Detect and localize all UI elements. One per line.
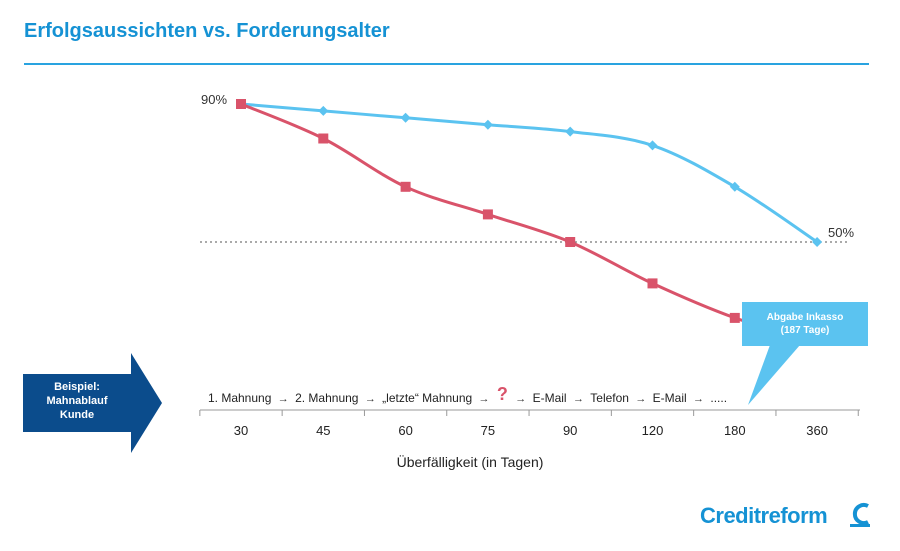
arrow-right-icon: → xyxy=(635,393,647,405)
example-label-line: Mahnablauf xyxy=(46,395,108,407)
process-step: Telefon xyxy=(590,391,629,405)
data-point-square xyxy=(482,209,493,220)
arrow-right-icon: → xyxy=(364,393,376,405)
process-step: E-Mail xyxy=(652,391,687,405)
data-point-diamond xyxy=(318,105,329,116)
x-axis-title: Überfälligkeit (in Tagen) xyxy=(396,454,544,470)
data-point-diamond xyxy=(400,112,411,123)
data-point-square xyxy=(647,278,658,289)
title-divider xyxy=(24,63,869,65)
process-step: „letzte“ Mahnung xyxy=(382,391,473,405)
data-point-diamond xyxy=(812,237,823,247)
arrow-right-icon: → xyxy=(478,393,490,405)
arrow-right-icon: → xyxy=(693,393,705,405)
x-tick-label: 360 xyxy=(806,423,828,438)
process-step: E-Mail xyxy=(532,391,567,405)
data-point-square xyxy=(729,312,740,323)
series-line xyxy=(240,102,818,244)
x-tick-label: 120 xyxy=(642,423,664,438)
x-tick-label: 75 xyxy=(481,423,495,438)
series-line xyxy=(240,102,788,334)
data-point-diamond xyxy=(565,126,576,137)
brand-logo: Creditreform xyxy=(700,503,828,528)
x-tick-label: 45 xyxy=(316,423,330,438)
process-step: 2. Mahnung xyxy=(295,391,359,405)
callout-line: (187 Tage) xyxy=(780,325,830,336)
x-tick-label: 180 xyxy=(724,423,746,438)
page-title: Erfolgsaussichten vs. Forderungsalter xyxy=(24,20,390,42)
dunning-process: 1. Mahnung → 2. Mahnung → „letzte“ Mahnu… xyxy=(208,384,728,407)
callout-line: Abgabe Inkasso xyxy=(766,312,844,323)
example-label-line: Kunde xyxy=(59,409,95,421)
data-point-square xyxy=(318,133,329,144)
example-label-line: Beispiel: xyxy=(54,381,100,393)
data-point-square xyxy=(565,237,576,247)
arrow-right-icon: → xyxy=(515,393,527,405)
x-tick-label: 60 xyxy=(398,423,412,438)
creditreform-mark-icon xyxy=(850,503,870,527)
example-arrow-shape xyxy=(23,353,162,453)
annotation-end-value: 50% xyxy=(828,225,855,240)
arrow-right-icon: → xyxy=(572,393,584,405)
data-point-diamond xyxy=(482,119,493,130)
data-point-square xyxy=(400,181,411,192)
annotation-top-value: 90% xyxy=(201,92,228,107)
question-mark-icon: ? xyxy=(496,384,508,404)
data-point-diamond xyxy=(647,140,658,151)
data-point-diamond xyxy=(729,181,740,192)
process-step: ..... xyxy=(710,391,728,405)
x-tick-label: 90 xyxy=(563,423,577,438)
inkasso-callout: Abgabe Inkasso (187 Tage) xyxy=(742,302,868,346)
process-step: 1. Mahnung xyxy=(208,391,272,405)
data-point-square xyxy=(236,99,246,109)
arrow-right-icon: → xyxy=(277,393,289,405)
x-tick-label: 30 xyxy=(234,423,248,438)
example-label: Beispiel: Mahnablauf Kunde xyxy=(23,380,131,422)
